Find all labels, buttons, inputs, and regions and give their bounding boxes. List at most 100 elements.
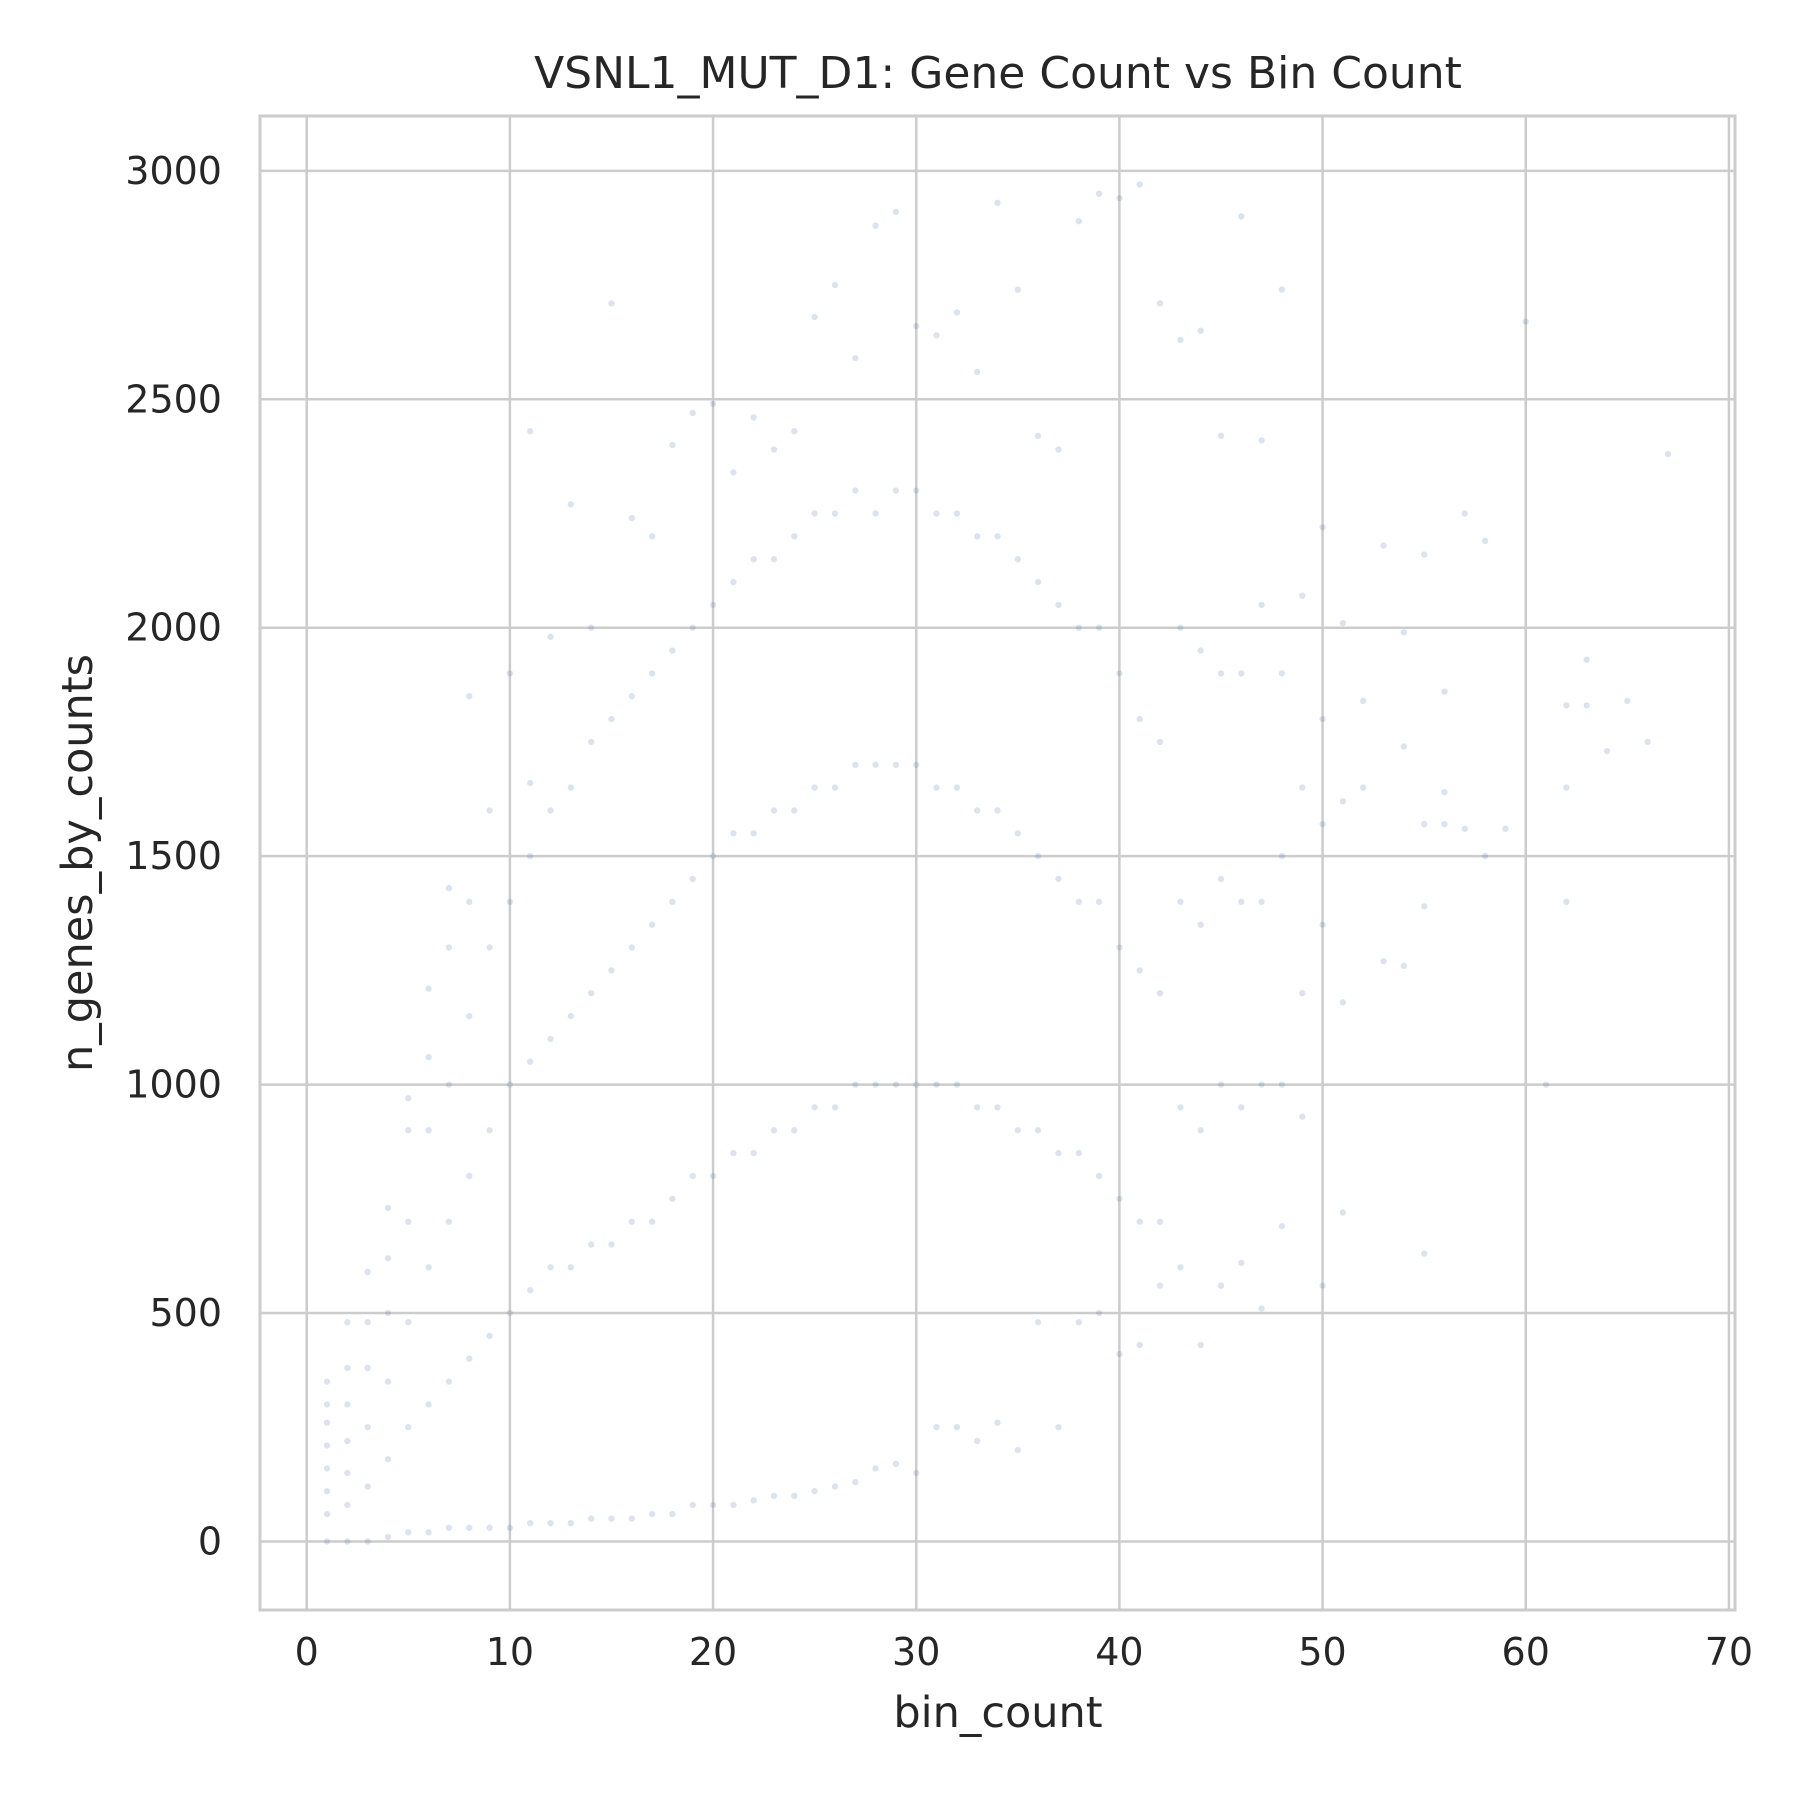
scatter-point	[1217, 1081, 1225, 1089]
scatter-point	[1116, 194, 1123, 202]
scatter-point	[1237, 1259, 1245, 1267]
scatter-point	[628, 944, 636, 951]
scatter-point	[1055, 1149, 1062, 1157]
scatter-point	[953, 309, 961, 316]
scatter-point	[608, 715, 615, 723]
scatter-point	[445, 1081, 453, 1089]
scatter-point	[1237, 213, 1245, 220]
scatter-point	[506, 1309, 514, 1317]
scatter-point	[770, 807, 778, 814]
scatter-point	[973, 807, 981, 814]
scatter-point	[1055, 875, 1062, 883]
scatter-point	[1177, 1263, 1184, 1271]
scatter-point	[1278, 852, 1286, 860]
scatter-point	[1237, 898, 1245, 906]
scatter-point	[526, 1058, 534, 1066]
x-tick-label: 40	[1095, 1630, 1143, 1674]
scatter-point	[343, 1437, 351, 1445]
scatter-point	[445, 1524, 453, 1532]
scatter-point	[628, 692, 636, 700]
scatter-point	[1075, 898, 1083, 906]
scatter-point	[1563, 784, 1570, 791]
scatter-point	[933, 1081, 940, 1089]
scatter-point	[404, 1318, 412, 1326]
scatter-point	[465, 1355, 473, 1363]
scatter-point	[1461, 510, 1469, 517]
scatter-point	[1603, 747, 1611, 755]
scatter-point	[1116, 1195, 1123, 1203]
scatter-point	[587, 738, 595, 746]
scatter-point	[872, 1081, 879, 1089]
scatter-point	[425, 1053, 432, 1061]
scatter-point	[343, 1401, 351, 1408]
grid-lines	[260, 116, 1735, 1610]
scatter-point	[364, 1538, 372, 1545]
scatter-point	[1197, 647, 1205, 654]
scatter-point	[364, 1423, 372, 1431]
scatter-point	[1177, 898, 1184, 906]
scatter-point	[1258, 1081, 1266, 1089]
scatter-point	[506, 1081, 514, 1089]
scatter-point	[770, 555, 778, 563]
scatter-point	[587, 1241, 595, 1248]
scatter-point	[648, 670, 656, 677]
scatter-point	[872, 510, 879, 517]
scatter-point	[1258, 436, 1266, 444]
scatter-point	[1136, 181, 1144, 188]
scatter-point	[1420, 903, 1428, 910]
scatter-point	[323, 1419, 331, 1427]
scatter-point	[730, 468, 737, 476]
scatter-point	[567, 784, 575, 791]
scatter-point	[1197, 921, 1205, 929]
scatter-point	[831, 281, 839, 289]
scatter-point	[1481, 537, 1489, 545]
scatter-point	[608, 299, 615, 307]
scatter-point	[628, 1515, 636, 1523]
scatter-point	[709, 400, 717, 408]
scatter-point	[689, 875, 697, 883]
scatter-point	[323, 1442, 331, 1449]
scatter-point	[689, 409, 697, 417]
scatter-point	[364, 1318, 372, 1326]
x-axis-label: bin_count	[893, 1688, 1102, 1738]
scatter-point	[912, 761, 920, 769]
scatter-point	[445, 884, 453, 892]
scatter-point	[323, 1378, 331, 1386]
scatter-point	[1156, 989, 1164, 997]
scatter-point	[567, 500, 575, 508]
scatter-point	[1156, 1282, 1164, 1290]
scatter-point	[587, 989, 595, 997]
scatter-point	[669, 441, 676, 449]
scatter-point	[547, 1519, 554, 1527]
scatter-point	[669, 1510, 676, 1518]
scatter-point	[1217, 875, 1225, 883]
scatter-point	[933, 784, 940, 791]
scatter-point	[1319, 921, 1327, 929]
scatter-point	[994, 1419, 1001, 1427]
scatter-point	[1014, 1446, 1022, 1454]
scatter-point	[1116, 1350, 1123, 1358]
scatter-point	[486, 1524, 493, 1532]
scatter-point	[567, 1012, 575, 1020]
scatter-point	[811, 784, 818, 791]
scatter-point	[1420, 820, 1428, 828]
scatter-point	[364, 1483, 372, 1491]
scatter-point	[953, 510, 961, 517]
scatter-point	[912, 322, 920, 330]
scatter-point	[465, 692, 473, 700]
scatter-point	[1116, 944, 1123, 951]
scatter-point	[384, 1455, 392, 1463]
plot-area-frame	[258, 114, 1737, 1612]
scatter-point	[669, 647, 676, 654]
scatter-point	[912, 487, 920, 494]
scatter-point	[547, 1263, 554, 1271]
scatter-point	[445, 1218, 453, 1226]
scatter-point	[506, 670, 514, 677]
scatter-point	[404, 1126, 412, 1134]
scatter-point	[1136, 1218, 1144, 1226]
scatter-point	[1441, 820, 1448, 828]
scatter-point	[933, 510, 940, 517]
scatter-point	[872, 761, 879, 769]
scatter-point	[628, 514, 636, 522]
scatter-point	[425, 1401, 432, 1408]
